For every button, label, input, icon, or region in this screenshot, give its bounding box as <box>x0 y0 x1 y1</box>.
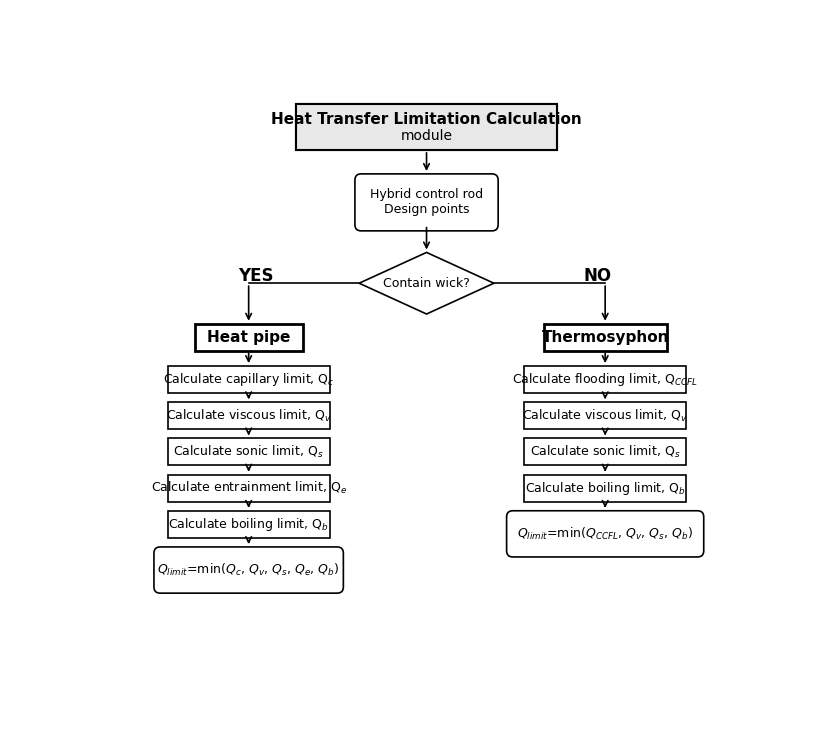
FancyBboxPatch shape <box>524 366 686 393</box>
Text: NO: NO <box>583 267 611 284</box>
Text: Calculate sonic limit, Q$_s$: Calculate sonic limit, Q$_s$ <box>530 444 681 460</box>
FancyBboxPatch shape <box>524 438 686 466</box>
FancyBboxPatch shape <box>544 324 666 351</box>
FancyBboxPatch shape <box>154 547 343 593</box>
FancyBboxPatch shape <box>506 511 704 557</box>
FancyBboxPatch shape <box>167 366 330 393</box>
Text: Calculate entrainment limit, Q$_e$: Calculate entrainment limit, Q$_e$ <box>151 480 347 496</box>
Text: Heat Transfer Limitation Calculation
module: Heat Transfer Limitation Calculation mod… <box>0 755 1 756</box>
FancyBboxPatch shape <box>296 104 557 150</box>
Text: Calculate sonic limit, Q$_s$: Calculate sonic limit, Q$_s$ <box>173 444 324 460</box>
FancyBboxPatch shape <box>524 402 686 429</box>
Text: Calculate boiling limit, Q$_b$: Calculate boiling limit, Q$_b$ <box>168 516 329 533</box>
FancyBboxPatch shape <box>167 438 330 466</box>
Text: Calculate viscous limit, Q$_v$: Calculate viscous limit, Q$_v$ <box>522 407 688 423</box>
Text: Heat pipe: Heat pipe <box>207 330 291 345</box>
Text: Contain wick?: Contain wick? <box>383 277 470 290</box>
Text: Calculate flooding limit, Q$_{CCFL}$: Calculate flooding limit, Q$_{CCFL}$ <box>512 371 698 388</box>
FancyBboxPatch shape <box>167 475 330 501</box>
Text: Calculate capillary limit, Q$_c$: Calculate capillary limit, Q$_c$ <box>163 371 334 388</box>
Text: Heat Transfer Limitation Calculation: Heat Transfer Limitation Calculation <box>272 113 582 128</box>
FancyBboxPatch shape <box>296 104 557 150</box>
FancyBboxPatch shape <box>167 402 330 429</box>
FancyBboxPatch shape <box>167 511 330 538</box>
Text: Calculate viscous limit, Q$_v$: Calculate viscous limit, Q$_v$ <box>166 407 332 423</box>
Text: Calculate boiling limit, Q$_b$: Calculate boiling limit, Q$_b$ <box>525 479 686 497</box>
Text: YES: YES <box>238 267 274 284</box>
Text: Hybrid control rod
Design points: Hybrid control rod Design points <box>370 188 483 216</box>
FancyBboxPatch shape <box>355 174 498 231</box>
FancyBboxPatch shape <box>195 324 302 351</box>
Text: $Q_{limit}$=min($Q_c$, $Q_v$, $Q_s$, $Q_e$, $Q_b$): $Q_{limit}$=min($Q_c$, $Q_v$, $Q_s$, $Q_… <box>157 562 340 578</box>
Polygon shape <box>359 253 494 314</box>
Text: Thermosyphon: Thermosyphon <box>541 330 669 345</box>
Text: $Q_{limit}$=min($Q_{CCFL}$, $Q_v$, $Q_s$, $Q_b$): $Q_{limit}$=min($Q_{CCFL}$, $Q_v$, $Q_s$… <box>517 526 693 542</box>
FancyBboxPatch shape <box>524 475 686 501</box>
Text: module: module <box>401 129 452 143</box>
